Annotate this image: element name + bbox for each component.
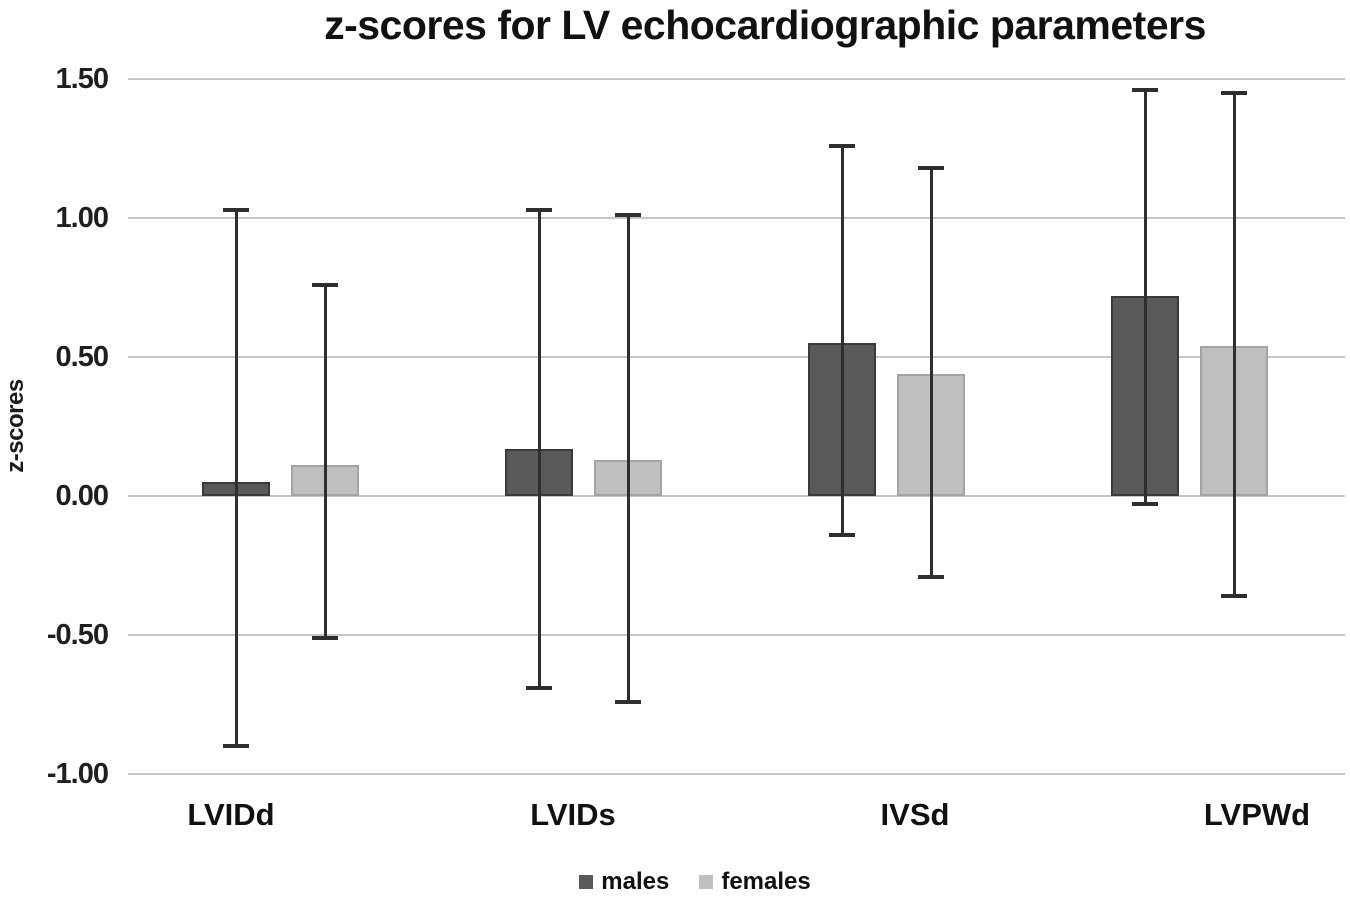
legend-label-males: males <box>601 868 670 895</box>
legend: males females <box>0 868 1350 896</box>
y-tick-label: 1.00 <box>55 202 109 234</box>
error-bar-females-IVSd-cap-high <box>918 165 944 170</box>
error-bar-females-IVSd-line <box>929 167 933 577</box>
error-bar-females-LVIDd-line <box>323 284 327 638</box>
error-bar-males-LVIDs-cap-low <box>526 685 552 690</box>
error-bar-males-IVSd-cap-low <box>829 532 855 537</box>
legend-swatch-females <box>699 875 714 889</box>
error-bar-females-LVIDd-cap-low <box>312 635 338 640</box>
y-tick-label: 0.50 <box>55 341 109 373</box>
legend-item-males: males <box>579 868 669 896</box>
y-tick-label: 1.50 <box>55 63 109 95</box>
error-bar-males-LVIDd-cap-high <box>223 207 249 212</box>
error-bar-males-LVPWd-cap-low <box>1132 502 1158 507</box>
x-category-label-IVSd: IVSd <box>880 797 950 832</box>
error-bar-males-IVSd-line <box>840 145 844 535</box>
x-category-label-LVIDd: LVIDd <box>187 797 275 832</box>
gridline-1.00 <box>128 217 1345 219</box>
gridline-0.50 <box>128 356 1345 358</box>
legend-swatch-males <box>579 875 594 889</box>
error-bar-males-LVIDd-line <box>234 209 238 747</box>
error-bar-females-LVIDs-cap-low <box>615 699 641 704</box>
x-category-label-LVPWd: LVPWd <box>1203 797 1311 832</box>
error-bar-males-LVIDd-cap-low <box>223 744 249 749</box>
error-bar-males-LVPWd-line <box>1143 90 1147 505</box>
error-bar-females-LVPWd-cap-high <box>1221 90 1247 95</box>
error-bar-females-LVIDs-line <box>626 215 630 702</box>
legend-label-females: females <box>721 868 811 895</box>
error-bar-females-LVPWd-cap-low <box>1221 594 1247 599</box>
y-tick-label: -1.00 <box>46 758 109 790</box>
x-category-label-LVIDs: LVIDs <box>530 797 616 832</box>
gridline-0.00 <box>128 495 1345 497</box>
error-bar-females-LVIDd-cap-high <box>312 282 338 287</box>
error-bar-males-LVIDs-cap-high <box>526 207 552 212</box>
y-tick-label: 0.00 <box>55 480 109 512</box>
legend-item-females: females <box>699 868 811 896</box>
gridline--1.00 <box>128 773 1345 775</box>
error-bar-females-LVIDs-cap-high <box>615 213 641 218</box>
gridline-1.50 <box>128 78 1345 80</box>
chart-title: z-scores for LV echocardiographic parame… <box>324 2 1206 48</box>
error-bar-males-IVSd-cap-high <box>829 143 855 148</box>
error-bar-females-IVSd-cap-low <box>918 574 944 579</box>
gridline--0.50 <box>128 634 1345 636</box>
error-bar-males-LVIDs-line <box>537 209 541 688</box>
y-tick-label: -0.50 <box>46 619 109 651</box>
error-bar-males-LVPWd-cap-high <box>1132 88 1158 93</box>
error-bar-females-LVPWd-line <box>1232 92 1236 597</box>
